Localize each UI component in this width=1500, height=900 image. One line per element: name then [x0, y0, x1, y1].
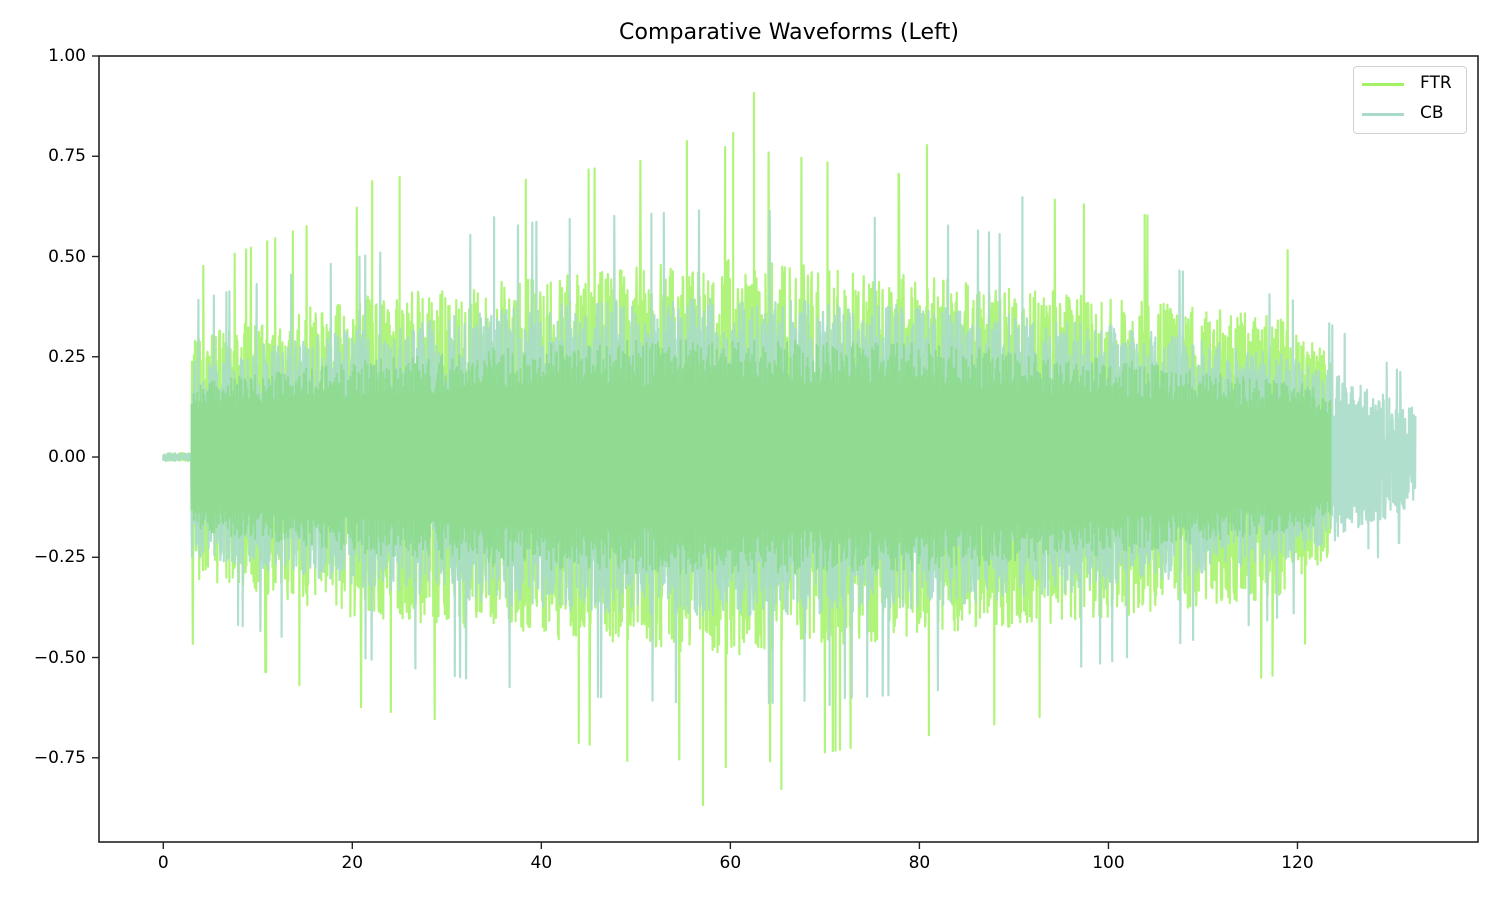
y-tick-label: 1.00	[48, 46, 86, 66]
legend-item-ftr: FTR	[1354, 71, 1466, 97]
legend-swatch-ftr	[1362, 83, 1404, 86]
chart-title: Comparative Waveforms (Left)	[619, 20, 959, 45]
y-tick-label: 0.50	[48, 246, 86, 267]
x-tick-label: 0	[157, 853, 169, 873]
y-tick-label: −0.75	[33, 747, 86, 768]
x-tick-label: 40	[530, 853, 553, 873]
legend-item-cb: CB	[1354, 101, 1466, 127]
x-tick-label: 60	[719, 853, 742, 873]
x-tick-label: 120	[1281, 853, 1314, 873]
x-tick-label: 80	[908, 853, 931, 873]
x-tick-label: 20	[341, 853, 364, 873]
y-tick-label: −0.25	[33, 547, 86, 568]
y-tick-label: 0.75	[48, 146, 86, 167]
legend-label: FTR	[1420, 73, 1452, 93]
axis-ticks	[92, 55, 1299, 849]
legend-label: CB	[1420, 103, 1444, 123]
waveform-overlap	[190, 339, 1332, 575]
waveform-layer	[162, 92, 1417, 806]
y-tick-label: 0.00	[48, 447, 86, 468]
x-tick-label: 100	[1092, 853, 1125, 873]
y-tick-label: 0.25	[48, 346, 86, 367]
chart-legend: FTR CB	[1353, 66, 1467, 134]
y-tick-label: −0.50	[33, 647, 86, 668]
waveform-cb	[162, 196, 1417, 706]
legend-swatch-cb	[1362, 113, 1404, 116]
waveform-ftr	[162, 92, 1333, 806]
axes-frame	[98, 55, 1479, 843]
